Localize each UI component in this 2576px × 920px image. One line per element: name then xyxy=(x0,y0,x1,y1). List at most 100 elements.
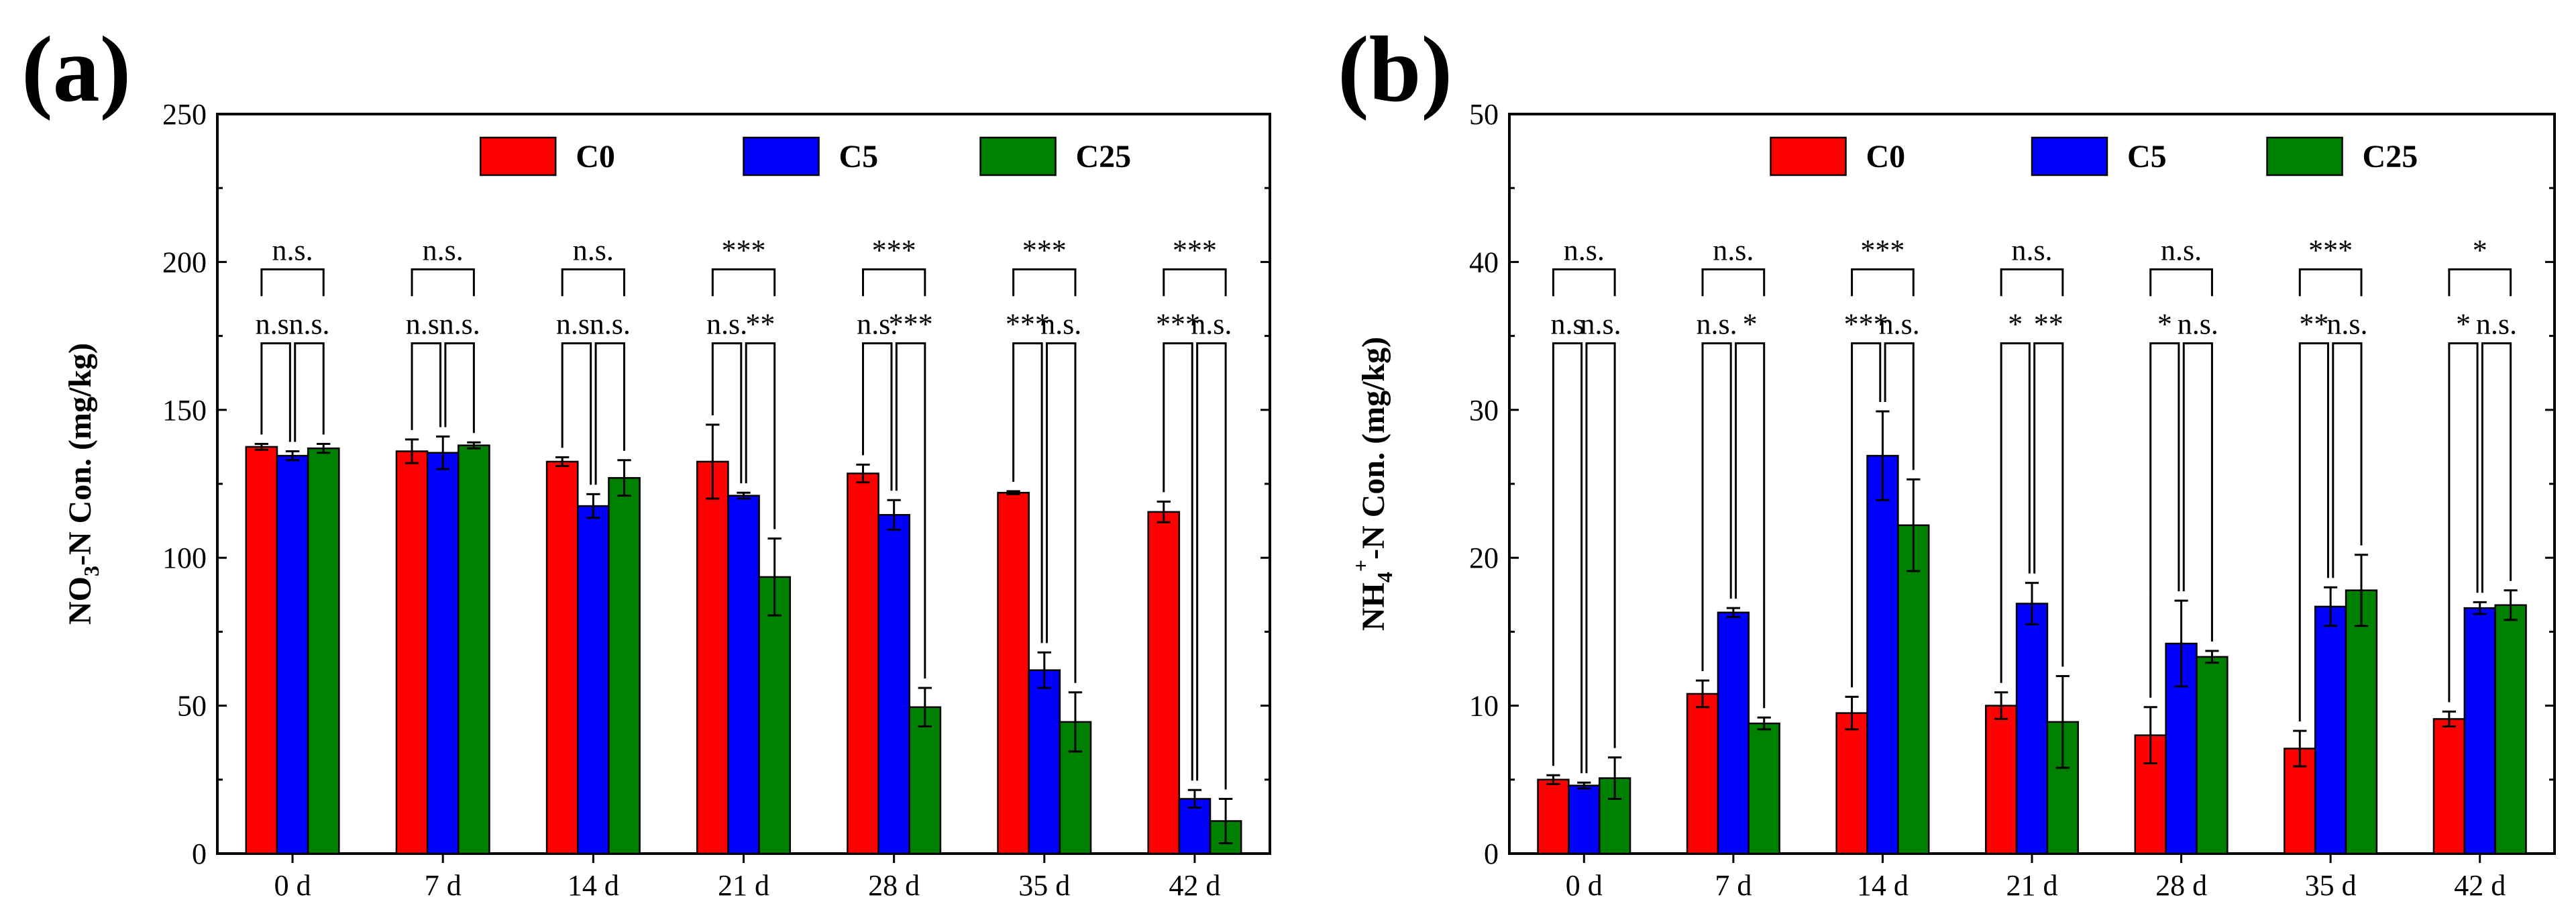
significance-label: * xyxy=(1743,308,1758,341)
significance-label: n.s. xyxy=(706,308,747,341)
significance-bracket xyxy=(1851,342,1882,688)
significance-label: ** xyxy=(2299,308,2328,341)
legend-swatch-c5 xyxy=(2031,136,2108,176)
significance-label: n.s. xyxy=(423,234,464,266)
y-tick-label: 150 xyxy=(162,394,207,427)
significance-label: n.s. xyxy=(406,308,447,341)
x-tick-label: 42 d xyxy=(1169,869,1220,902)
panel-label-b: (b) xyxy=(1338,17,1452,121)
x-tick-label: 35 d xyxy=(1018,869,1070,902)
y-axis-title-part: -N Con. (mg/kg) xyxy=(62,343,98,566)
significance-bracket xyxy=(294,342,325,442)
significance-bracket xyxy=(2033,342,2064,667)
significance-bracket xyxy=(2182,342,2213,642)
y-tick-label: 50 xyxy=(1469,98,1499,131)
significance-bracket xyxy=(1884,342,1915,470)
legend-label-c0: C0 xyxy=(576,139,615,174)
x-tick-label: 0 d xyxy=(274,869,311,902)
chart-panel-b: 0 10 20 30 40 50 0 d 7 d 14 d 21 d 28 d 35 d 42 d NH4… xyxy=(1348,98,2556,902)
bar-c25 xyxy=(908,706,942,855)
bar-c5 xyxy=(727,495,760,855)
significance-bracket xyxy=(1851,268,1915,297)
significance-bracket xyxy=(1735,342,1766,709)
significance-label: n.s. xyxy=(590,308,631,341)
y-axis-title: NH4+-N Con. (mg/kg) xyxy=(1348,337,1397,631)
significance-label: n.s. xyxy=(2178,308,2218,341)
legend-swatch-c0 xyxy=(480,136,557,176)
significance-bracket xyxy=(2332,342,2363,578)
significance-label: * xyxy=(2008,308,2023,341)
bar-c5 xyxy=(877,514,910,855)
significance-bracket xyxy=(1012,342,1043,644)
bar-c5 xyxy=(1717,611,1750,855)
y-tick-label: 200 xyxy=(162,246,207,278)
significance-label: * xyxy=(2473,234,2487,266)
x-tick-label: 28 d xyxy=(2155,869,2207,902)
significance-label: n.s. xyxy=(288,308,329,341)
significance-bracket xyxy=(2448,342,2479,703)
significance-label: n.s. xyxy=(1191,308,1232,341)
significance-label: ** xyxy=(745,308,775,341)
bar-c25 xyxy=(1748,722,1780,855)
bar-c5 xyxy=(2314,605,2347,855)
significance-label: *** xyxy=(872,234,916,266)
significance-bracket xyxy=(260,268,325,297)
significance-label: n.s. xyxy=(272,234,313,266)
significance-label: *** xyxy=(1022,234,1067,266)
bar-c25 xyxy=(2345,589,2378,855)
significance-bracket xyxy=(594,342,626,485)
significance-bracket xyxy=(1552,342,1583,774)
significance-bracket xyxy=(444,342,475,433)
significance-bracket xyxy=(2149,342,2180,698)
significance-bracket xyxy=(561,342,592,485)
significance-bracket xyxy=(861,342,893,491)
significance-bracket xyxy=(1701,342,1732,672)
x-tick-label: 35 d xyxy=(2305,869,2357,902)
significance-label: n.s. xyxy=(573,234,614,266)
significance-label: n.s. xyxy=(1564,234,1605,266)
bar-c5 xyxy=(2015,603,2049,855)
y-axis-title-part: NO xyxy=(62,576,98,625)
significance-label: *** xyxy=(1156,308,1200,341)
bar-c5 xyxy=(1178,798,1212,855)
bar-c25 xyxy=(608,476,641,855)
y-axis-title-subscript: 3 xyxy=(79,566,103,576)
significance-bracket xyxy=(895,342,926,679)
bar-c0 xyxy=(245,446,278,855)
legend-swatch-c25 xyxy=(979,136,1057,176)
bar-c0 xyxy=(545,460,579,855)
significance-label: n.s. xyxy=(1040,308,1081,341)
bar-c0 xyxy=(1984,705,2018,855)
significance-label: *** xyxy=(722,234,766,266)
significance-bracket xyxy=(561,268,626,297)
significance-label: n.s. xyxy=(556,308,597,341)
bar-c5 xyxy=(1568,784,1601,855)
bar-c25 xyxy=(2494,604,2527,855)
significance-bracket xyxy=(2298,342,2329,722)
bar-c0 xyxy=(1537,778,1570,855)
bar-c5 xyxy=(1028,669,1061,855)
chart-panel-a: 0 50 100 150 200 250 0 d 7 d 14 d 21 d 28 d 35 d 42 … xyxy=(62,98,1271,902)
significance-bracket xyxy=(411,342,442,430)
y-axis-title: NO3-N Con. (mg/kg) xyxy=(62,343,103,625)
bar-c25 xyxy=(458,444,490,855)
significance-bracket xyxy=(745,342,776,529)
significance-label: * xyxy=(2157,308,2172,341)
x-tick-label: 14 d xyxy=(568,869,619,902)
x-tick-label: 0 d xyxy=(1566,869,1603,902)
significance-label: n.s. xyxy=(1879,308,1920,341)
significance-label: n.s. xyxy=(2476,308,2517,341)
y-axis-title-part: -N Con. (mg/kg) xyxy=(1356,337,1391,560)
y-tick-label: 30 xyxy=(1469,394,1499,427)
significance-label: *** xyxy=(1006,308,1050,341)
x-tick-label: 28 d xyxy=(868,869,920,902)
significance-label: ** xyxy=(2034,308,2063,341)
legend-label-c5: C5 xyxy=(2127,139,2167,174)
significance-bracket xyxy=(1552,268,1616,297)
x-tick-label: 7 d xyxy=(1715,869,1752,902)
y-tick-label: 0 xyxy=(1484,837,1499,870)
bar-c0 xyxy=(847,472,879,855)
significance-bracket xyxy=(1585,342,1616,774)
significance-label: n.s. xyxy=(857,308,898,341)
bar-c25 xyxy=(1897,524,1930,855)
